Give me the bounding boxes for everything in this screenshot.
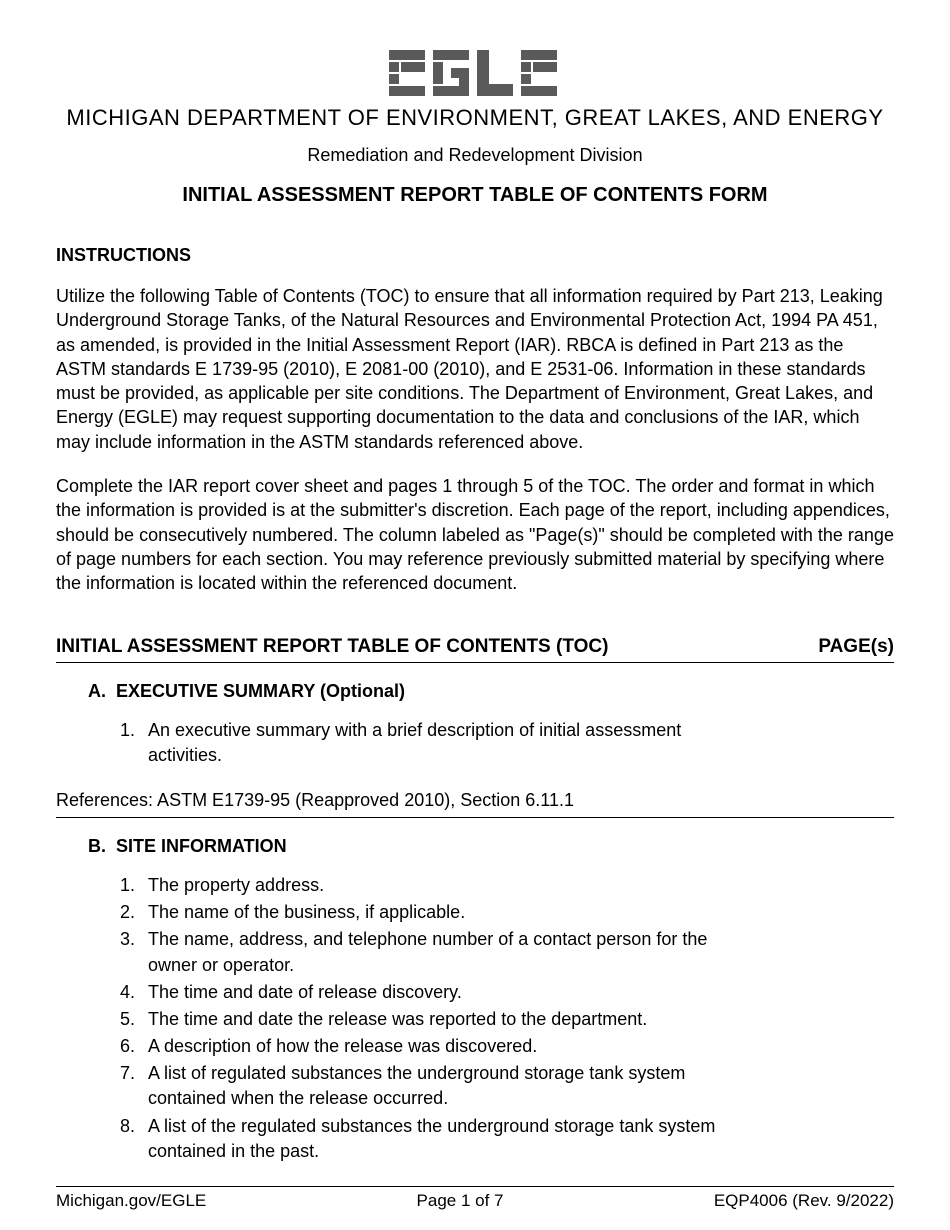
- instructions-paragraph-1: Utilize the following Table of Contents …: [56, 284, 894, 454]
- form-title: INITIAL ASSESSMENT REPORT TABLE OF CONTE…: [56, 184, 894, 207]
- instructions-paragraph-2: Complete the IAR report cover sheet and …: [56, 474, 894, 595]
- page-footer: Michigan.gov/EGLE Page 1 of 7 EQP4006 (R…: [56, 1186, 894, 1211]
- list-item: 5.The time and date the release was repo…: [120, 1007, 894, 1032]
- footer-right: EQP4006 (Rev. 9/2022): [714, 1191, 894, 1211]
- toc-section-b-title: B. SITE INFORMATION: [88, 836, 894, 857]
- toc-section-b: B. SITE INFORMATION 1.The property addre…: [88, 836, 894, 1180]
- list-item: 4.The time and date of release discovery…: [120, 980, 894, 1005]
- toc-section-a-title: A. EXECUTIVE SUMMARY (Optional): [88, 681, 894, 702]
- list-item: 7.A list of regulated substances the und…: [120, 1061, 894, 1111]
- department-title: MICHIGAN DEPARTMENT OF ENVIRONMENT, GREA…: [56, 105, 894, 131]
- section-a-references: References: ASTM E1739-95 (Reapproved 20…: [56, 790, 894, 811]
- toc-title: INITIAL ASSESSMENT REPORT TABLE OF CONTE…: [56, 636, 608, 658]
- toc-section-b-list: 1.The property address. 2.The name of th…: [120, 873, 894, 1164]
- toc-section-a: A. EXECUTIVE SUMMARY (Optional) 1.An exe…: [88, 681, 894, 784]
- list-item: 6.A description of how the release was d…: [120, 1034, 894, 1059]
- list-item: 8.A list of the regulated substances the…: [120, 1114, 894, 1164]
- page-content: MICHIGAN DEPARTMENT OF ENVIRONMENT, GREA…: [56, 50, 894, 1211]
- instructions-heading: INSTRUCTIONS: [56, 245, 894, 266]
- divider: [56, 817, 894, 818]
- footer-center: Page 1 of 7: [417, 1191, 504, 1211]
- list-item: 1.The property address.: [120, 873, 894, 898]
- egle-logo: [56, 50, 894, 101]
- footer-left: Michigan.gov/EGLE: [56, 1191, 206, 1211]
- list-item: 1.An executive summary with a brief desc…: [120, 718, 894, 768]
- toc-section-a-list: 1.An executive summary with a brief desc…: [120, 718, 894, 768]
- list-item: 3.The name, address, and telephone numbe…: [120, 927, 894, 977]
- divider: [56, 662, 894, 663]
- pages-column-label: PAGE(s): [818, 636, 894, 658]
- list-item: 2.The name of the business, if applicabl…: [120, 900, 894, 925]
- division-name: Remediation and Redevelopment Division: [56, 145, 894, 166]
- toc-header-row: INITIAL ASSESSMENT REPORT TABLE OF CONTE…: [56, 636, 894, 658]
